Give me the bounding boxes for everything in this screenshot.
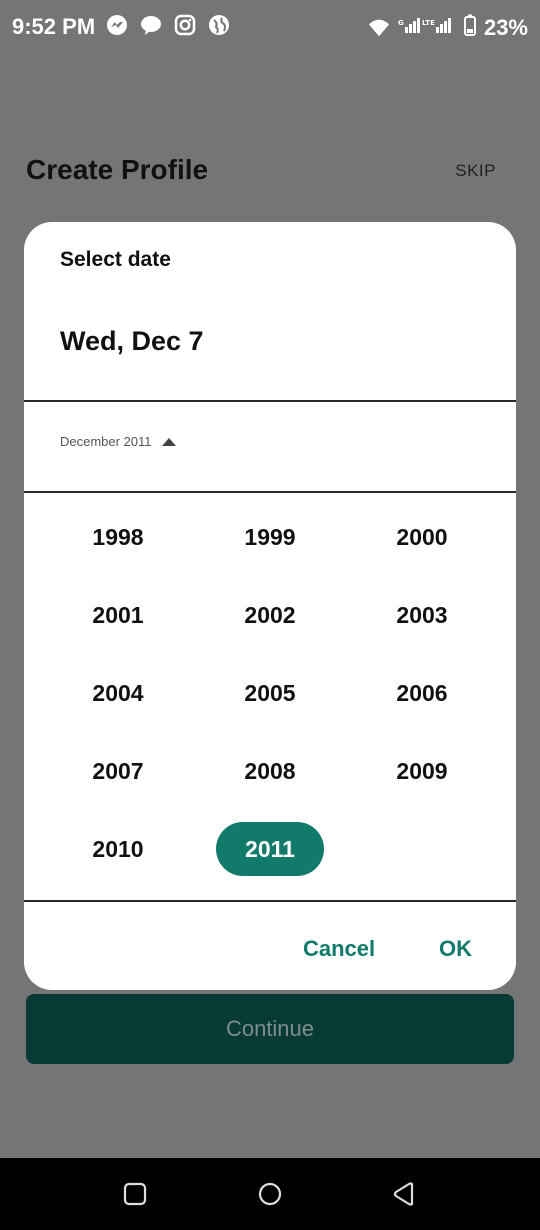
navigation-bar: [0, 1158, 540, 1230]
month-year-toggle[interactable]: December 2011: [60, 434, 176, 449]
year-option[interactable]: 2005: [244, 679, 296, 706]
month-year-label: December 2011: [60, 434, 152, 449]
year-grid: 1998 1999 2000 2001 2002 2003 2004 2005 …: [24, 494, 516, 900]
status-time: 9:52 PM: [12, 14, 96, 39]
year-option[interactable]: 2002: [244, 601, 296, 628]
battery-icon: [463, 14, 476, 42]
recents-icon[interactable]: [121, 1180, 149, 1208]
divider: [24, 400, 516, 402]
skip-button[interactable]: SKIP: [455, 161, 496, 180]
home-icon[interactable]: [256, 1180, 284, 1208]
year-option-selected[interactable]: 2011: [216, 822, 324, 876]
year-option[interactable]: 1998: [92, 523, 144, 550]
svg-text:LTE: LTE: [422, 19, 435, 27]
globe-icon: [208, 14, 230, 36]
status-bar: 9:52 PM G LTE: [0, 0, 540, 56]
year-option[interactable]: 2006: [396, 679, 448, 706]
date-picker-dialog: Select date Wed, Dec 7 December 2011 199…: [24, 222, 516, 990]
wifi-icon: [368, 17, 390, 39]
ok-button[interactable]: OK: [439, 936, 472, 961]
system-status: G LTE 23%: [368, 14, 528, 42]
divider: [24, 900, 516, 902]
selected-date: Wed, Dec 7: [60, 326, 204, 356]
back-icon[interactable]: [391, 1180, 419, 1208]
dialog-header-label: Select date: [60, 248, 171, 271]
battery-percent: 23%: [483, 15, 528, 40]
cancel-button[interactable]: Cancel: [303, 936, 376, 961]
divider: [24, 491, 516, 493]
continue-button[interactable]: Continue: [26, 994, 514, 1064]
year-option[interactable]: 2003: [396, 601, 448, 628]
year-option[interactable]: 2010: [92, 835, 144, 862]
year-option[interactable]: 2009: [396, 757, 448, 784]
signal-icon: G LTE: [398, 15, 456, 41]
year-option[interactable]: 2007: [92, 757, 144, 784]
messenger-icon: [106, 14, 128, 36]
instagram-icon: [174, 14, 196, 36]
notification-icons: [106, 14, 230, 36]
year-option[interactable]: 2000: [396, 523, 448, 550]
page-title: Create Profile: [26, 154, 209, 185]
caret-up-icon: [161, 437, 176, 446]
year-option[interactable]: 2008: [244, 757, 296, 784]
year-option[interactable]: 2001: [92, 601, 144, 628]
year-option[interactable]: 1999: [244, 523, 296, 550]
chat-icon: [140, 14, 162, 36]
dialog-actions: Cancel OK: [24, 928, 516, 976]
year-option[interactable]: 2004: [92, 679, 144, 706]
svg-text:G: G: [398, 19, 404, 27]
